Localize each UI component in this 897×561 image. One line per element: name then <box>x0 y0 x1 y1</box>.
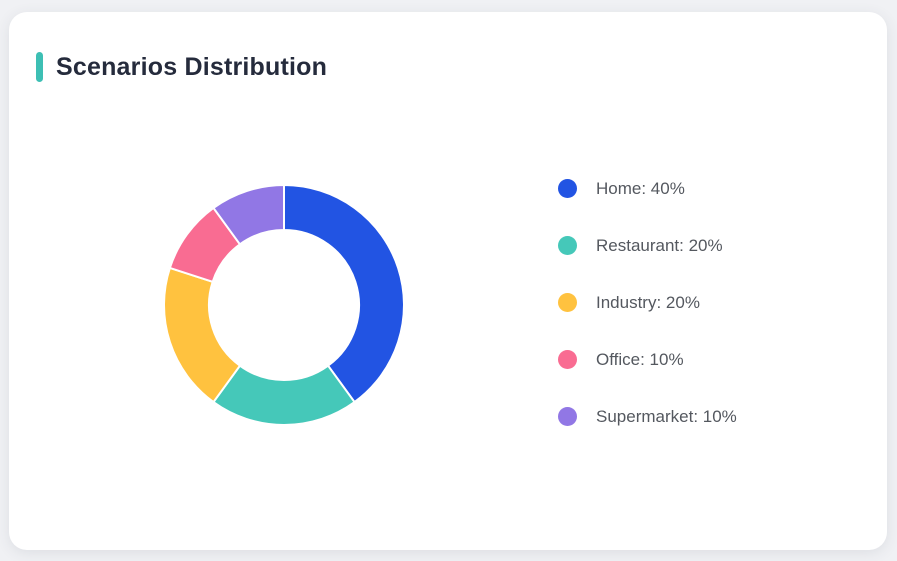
chart-legend: Home: 40% Restaurant: 20% Industry: 20% Off… <box>558 160 737 445</box>
legend-marker-home-icon <box>558 179 577 198</box>
legend-label: Home: 40% <box>596 178 685 198</box>
legend-marker-industry-icon <box>558 293 577 312</box>
title-accent-bar <box>36 52 43 82</box>
legend-marker-office-icon <box>558 350 577 369</box>
legend-label: Restaurant: 20% <box>596 235 723 255</box>
legend-item-supermarket[interactable]: Supermarket: 10% <box>558 388 737 445</box>
legend-marker-supermarket-icon <box>558 407 577 426</box>
legend-label: Supermarket: 10% <box>596 406 737 426</box>
legend-item-home[interactable]: Home: 40% <box>558 160 737 217</box>
donut-slice-industry[interactable] <box>163 266 241 404</box>
legend-item-restaurant[interactable]: Restaurant: 20% <box>558 217 737 274</box>
legend-item-industry[interactable]: Industry: 20% <box>558 274 737 331</box>
donut-slice-supermarket[interactable] <box>212 184 285 246</box>
card-header: Scenarios Distribution <box>36 52 327 82</box>
legend-marker-restaurant-icon <box>558 236 577 255</box>
donut-slice-home[interactable] <box>283 184 405 404</box>
legend-label: Industry: 20% <box>596 292 700 312</box>
legend-item-office[interactable]: Office: 10% <box>558 331 737 388</box>
donut-chart-svg <box>163 184 405 426</box>
card-title: Scenarios Distribution <box>56 52 328 81</box>
legend-label: Office: 10% <box>596 349 684 369</box>
scenarios-distribution-card: Scenarios Distribution Home: 40% Restaura… <box>9 12 887 550</box>
